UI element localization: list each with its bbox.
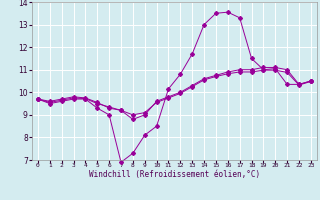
- X-axis label: Windchill (Refroidissement éolien,°C): Windchill (Refroidissement éolien,°C): [89, 170, 260, 179]
